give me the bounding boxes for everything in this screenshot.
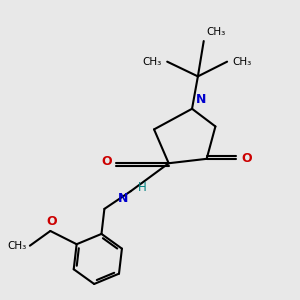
Text: N: N [196,93,206,106]
Text: CH₃: CH₃ [143,57,162,67]
Text: N: N [118,192,128,205]
Text: O: O [46,215,57,228]
Text: CH₃: CH₃ [232,57,252,67]
Text: O: O [101,155,112,168]
Text: CH₃: CH₃ [207,27,226,37]
Text: O: O [241,152,252,165]
Text: H: H [138,181,147,194]
Text: CH₃: CH₃ [7,241,26,251]
